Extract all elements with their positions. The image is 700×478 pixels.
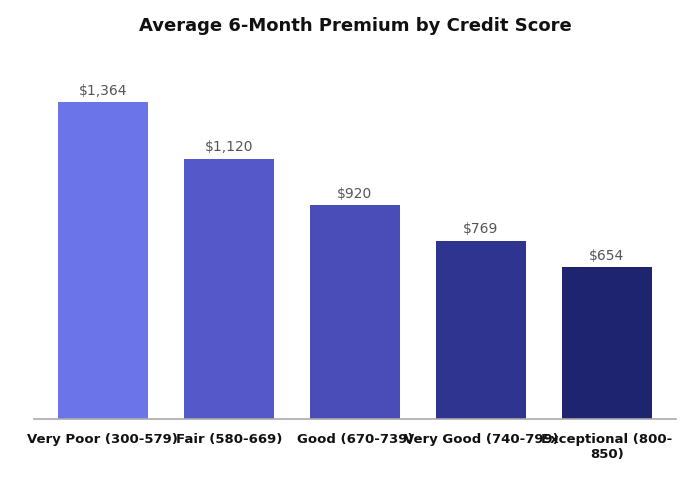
Bar: [561, 267, 652, 419]
Text: $769: $769: [463, 222, 498, 236]
Bar: [183, 159, 274, 419]
Text: $920: $920: [337, 187, 372, 201]
Bar: [435, 240, 526, 419]
Bar: [57, 102, 148, 419]
Text: $1,120: $1,120: [204, 141, 253, 154]
Title: Average 6-Month Premium by Credit Score: Average 6-Month Premium by Credit Score: [139, 17, 571, 35]
Text: $1,364: $1,364: [78, 84, 127, 98]
Text: $654: $654: [589, 249, 624, 263]
Bar: [309, 206, 400, 419]
